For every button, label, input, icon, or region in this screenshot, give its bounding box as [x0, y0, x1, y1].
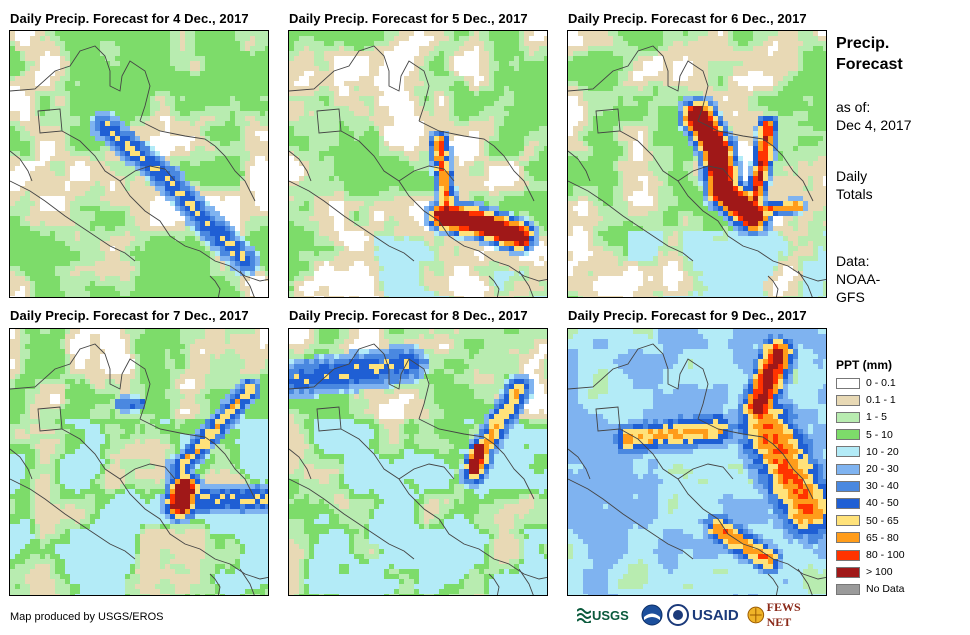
map-title-dec-8: Daily Precip. Forecast for 8 Dec., 2017: [289, 308, 528, 323]
map-credit: Map produced by USGS/EROS: [10, 611, 164, 623]
precip-grid: [289, 31, 547, 297]
legend-swatch: [836, 480, 860, 492]
legend-label: 30 - 40: [866, 480, 899, 493]
noaa-logo: [641, 600, 663, 630]
legend-item: > 100: [836, 564, 893, 580]
legend-item: 0.1 - 1: [836, 392, 896, 408]
legend-item: No Data: [836, 581, 905, 597]
legend-label: 1 - 5: [866, 411, 888, 424]
legend-title: PPT (mm): [836, 358, 893, 372]
data-source-line3: GFS: [836, 289, 865, 305]
legend-item: 30 - 40: [836, 478, 899, 494]
fewsnet-globe-icon: [747, 606, 765, 624]
precip-map-dec-6[interactable]: [567, 30, 827, 298]
legend-label: 20 - 30: [866, 463, 899, 475]
precip-map-dec-4[interactable]: [9, 30, 269, 298]
legend-label: > 100: [866, 566, 893, 579]
usgs-logo: USGS: [577, 600, 629, 630]
legend-item: 5 - 10: [836, 427, 893, 443]
fewsnet-logo: FEWS NET: [747, 600, 827, 630]
legend-swatch: [836, 429, 860, 441]
legend-swatch: [836, 515, 860, 527]
usaid-logo: USAID: [692, 600, 739, 630]
legend-item: 1 - 5: [836, 409, 887, 425]
usaid-seal-icon: [667, 604, 689, 626]
legend-label: 50 - 65: [866, 514, 899, 527]
map-title-dec-5: Daily Precip. Forecast for 5 Dec., 2017: [289, 11, 528, 26]
legend-swatch: [836, 532, 860, 544]
usaid-seal: [667, 600, 689, 630]
legend-label: 10 - 20: [866, 445, 899, 458]
totals-note: Daily Totals: [836, 167, 873, 203]
precip-map-dec-8[interactable]: [288, 328, 548, 596]
as-of-value: Dec 4, 2017: [836, 117, 912, 133]
legend-swatch: [836, 394, 860, 406]
as-of-date: as of: Dec 4, 2017: [836, 98, 912, 134]
legend-swatch: [836, 566, 860, 578]
data-source-line2: NOAA-: [836, 271, 881, 287]
data-source: Data: NOAA- GFS: [836, 252, 880, 306]
legend-swatch: [836, 446, 860, 458]
map-title-dec-9: Daily Precip. Forecast for 9 Dec., 2017: [568, 308, 807, 323]
legend-swatch: [836, 549, 860, 561]
legend-item: 0 - 0.1: [836, 375, 896, 391]
side-title: Precip. Forecast: [836, 33, 903, 75]
precip-grid: [289, 329, 547, 595]
legend-item: 50 - 65: [836, 513, 899, 529]
precip-grid: [10, 31, 268, 297]
data-source-line1: Data:: [836, 253, 870, 269]
map-title-dec-4: Daily Precip. Forecast for 4 Dec., 2017: [10, 11, 249, 26]
partner-logos: USGS USAID FEWS NET: [577, 600, 827, 630]
legend-item: 80 - 100: [836, 547, 905, 563]
legend-swatch: [836, 583, 860, 595]
precip-map-dec-7[interactable]: [9, 328, 269, 596]
map-title-dec-6: Daily Precip. Forecast for 6 Dec., 2017: [568, 11, 807, 26]
side-title-line1: Precip.: [836, 35, 890, 52]
noaa-seal-icon: [641, 604, 663, 626]
totals-line1: Daily: [836, 168, 868, 184]
fewsnet-logo-text: FEWS NET: [766, 600, 801, 629]
legend-label: 0.1 - 1: [866, 394, 896, 407]
totals-line2: Totals: [836, 186, 873, 202]
legend-swatch: [836, 497, 860, 509]
side-title-line2: Forecast: [836, 56, 903, 73]
legend-item: 10 - 20: [836, 444, 899, 460]
legend-label: 0 - 0.1: [866, 377, 896, 389]
legend-label: No Data: [866, 583, 905, 596]
legend-item: 65 - 80: [836, 530, 899, 546]
precip-grid: [568, 31, 826, 297]
usgs-wave-icon: [577, 608, 591, 623]
legend-label: 5 - 10: [866, 428, 893, 441]
precip-grid: [568, 329, 826, 595]
precip-map-dec-9[interactable]: [567, 328, 827, 596]
legend-label: 65 - 80: [866, 531, 899, 544]
legend-item: 20 - 30: [836, 461, 899, 477]
legend-item: 40 - 50: [836, 495, 899, 511]
legend-label: 80 - 100: [866, 549, 905, 561]
usgs-logo-text: USGS: [592, 607, 629, 623]
precip-grid: [10, 329, 268, 595]
legend-swatch: [836, 377, 860, 389]
map-title-dec-7: Daily Precip. Forecast for 7 Dec., 2017: [10, 308, 249, 323]
legend-swatch: [836, 411, 860, 423]
precip-map-dec-5[interactable]: [288, 30, 548, 298]
legend-swatch: [836, 463, 860, 475]
usaid-logo-text: USAID: [692, 606, 739, 624]
legend-label: 40 - 50: [866, 497, 899, 510]
as-of-label: as of:: [836, 99, 871, 115]
